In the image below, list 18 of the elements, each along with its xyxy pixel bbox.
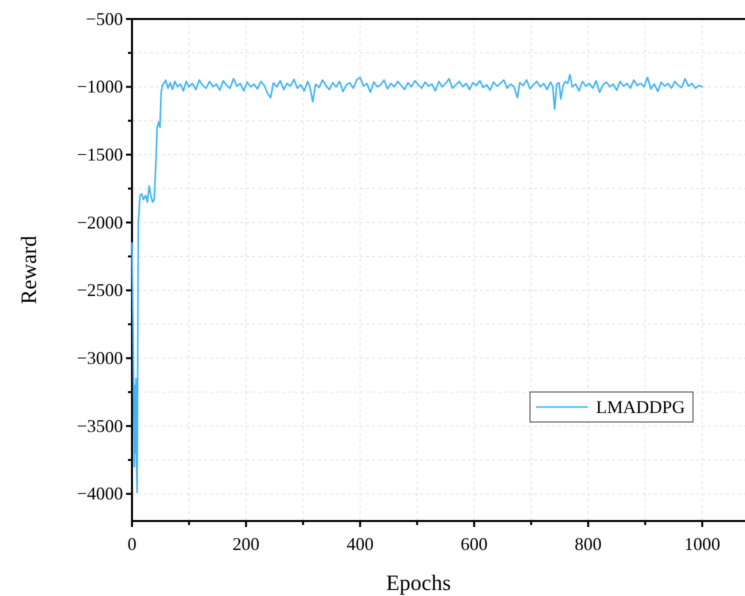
- y-tick-label: −1500: [76, 144, 123, 164]
- y-tick-label: −3000: [76, 348, 123, 368]
- y-axis-title: Reward: [16, 236, 41, 304]
- legend-label: LMADDPG: [596, 397, 686, 417]
- y-tick-label: −2000: [76, 212, 123, 232]
- y-tick-label: −2500: [76, 280, 123, 300]
- x-tick-label: 800: [574, 534, 602, 554]
- x-tick-label: 0: [128, 534, 136, 554]
- x-axis-title: Epochs: [386, 570, 451, 595]
- y-tick-label: −3500: [76, 416, 123, 436]
- x-tick-label: 1000: [684, 534, 720, 554]
- line-series: [131, 74, 704, 494]
- x-tick-label: 600: [460, 534, 488, 554]
- x-tick-label: 400: [346, 534, 374, 554]
- y-tick-label: −500: [86, 8, 123, 29]
- x-tick-label: 200: [232, 534, 260, 554]
- y-tick-label: −1000: [76, 76, 123, 97]
- y-tick-label: −4000: [76, 484, 123, 504]
